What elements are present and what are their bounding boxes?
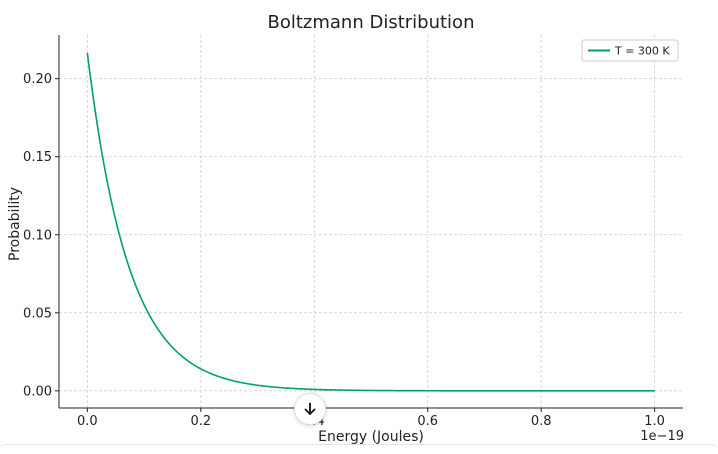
series-layer <box>86 52 655 392</box>
legend-label: T = 300 K <box>614 45 670 58</box>
x-tick-label: 0.2 <box>190 414 211 429</box>
axes-layer <box>58 35 683 409</box>
legend-box <box>581 39 679 62</box>
series-line <box>86 52 655 392</box>
arrow-down-icon <box>304 402 316 415</box>
bottom-input-edge <box>0 444 718 450</box>
x-tick-label: 0.8 <box>531 414 552 429</box>
x-axis-offset-label: 1e−19 <box>640 429 684 444</box>
x-tick-label: 0.0 <box>77 414 98 429</box>
ticks-layer: 0.00.20.40.60.81.00.000.050.100.150.20 <box>23 72 665 429</box>
legend: T = 300 K <box>581 39 679 62</box>
y-tick-label: 0.05 <box>23 306 52 321</box>
grid-layer <box>59 35 683 408</box>
scroll-down-button[interactable] <box>294 393 326 425</box>
y-tick-label: 0.20 <box>23 72 52 87</box>
x-tick-label: 0.6 <box>417 414 438 429</box>
y-tick-label: 0.15 <box>23 150 52 165</box>
y-tick-label: 0.00 <box>23 384 52 399</box>
chart-title: Boltzmann Distribution <box>268 12 475 33</box>
x-tick-label: 1.0 <box>644 414 665 429</box>
x-axis-label: Energy (Joules) <box>318 429 424 445</box>
y-axis-label: Probability <box>7 187 23 261</box>
y-tick-label: 0.10 <box>23 228 52 243</box>
